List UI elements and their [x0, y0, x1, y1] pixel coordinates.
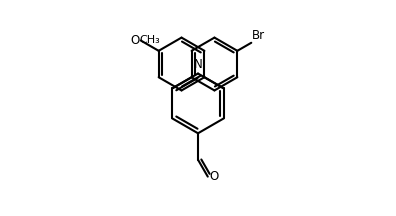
Text: O: O: [130, 34, 139, 47]
Text: Br: Br: [252, 29, 265, 42]
Text: O: O: [209, 170, 219, 183]
Text: N: N: [194, 58, 202, 71]
Text: CH₃: CH₃: [139, 35, 160, 45]
